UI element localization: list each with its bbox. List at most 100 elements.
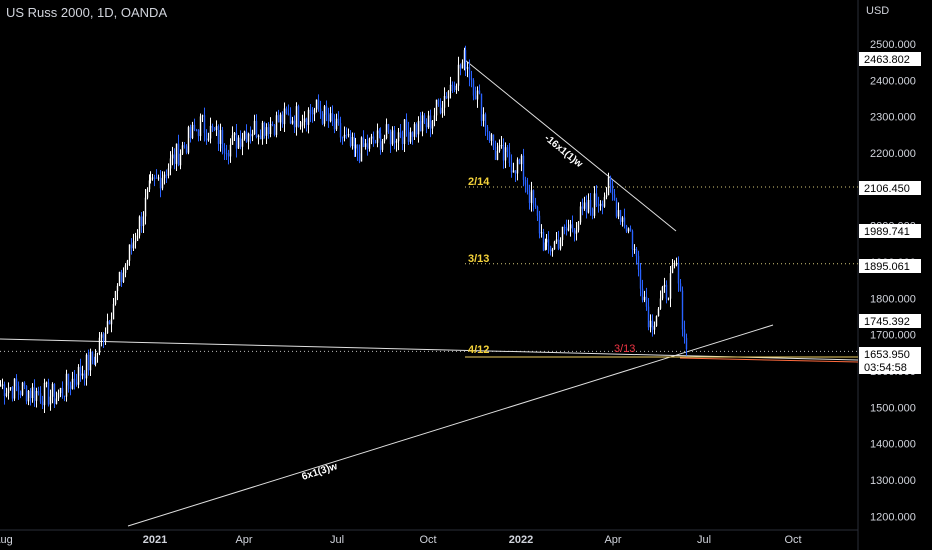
candle-body bbox=[433, 115, 436, 121]
candle-body bbox=[275, 115, 278, 135]
candle-body bbox=[423, 115, 426, 123]
candle-body bbox=[157, 177, 160, 179]
annotation-4-12: 4/12 bbox=[468, 344, 489, 356]
candle-body bbox=[112, 303, 115, 320]
candle-body bbox=[585, 202, 588, 213]
candle-body bbox=[480, 93, 483, 121]
y-tick-label: 1500.000 bbox=[870, 402, 916, 414]
candle-body bbox=[455, 85, 458, 90]
candle-body bbox=[391, 130, 394, 145]
candle-body bbox=[37, 390, 40, 394]
candle-body bbox=[297, 106, 300, 126]
candle-body bbox=[217, 126, 220, 144]
candle-body bbox=[120, 271, 123, 282]
candle-body bbox=[45, 382, 48, 384]
candle-body bbox=[311, 113, 314, 115]
candle-body bbox=[245, 131, 248, 142]
candle-body bbox=[91, 351, 94, 361]
candle-body bbox=[544, 242, 547, 251]
price-tag-text: 03:54:58 bbox=[864, 362, 907, 374]
candle-body bbox=[25, 386, 28, 402]
candle-body bbox=[351, 136, 354, 146]
candle-body bbox=[613, 194, 616, 201]
candle-body bbox=[661, 286, 664, 299]
candle-body bbox=[169, 158, 172, 169]
candle-body bbox=[225, 153, 228, 155]
candle-body bbox=[207, 138, 210, 141]
candle-body bbox=[502, 144, 505, 161]
candle-body bbox=[431, 120, 434, 129]
candle-body bbox=[303, 118, 306, 123]
candle-body bbox=[589, 199, 592, 209]
candle-body bbox=[153, 177, 156, 179]
candle-body bbox=[569, 224, 572, 229]
price-tag-text: 1653.950 bbox=[864, 349, 910, 361]
candle-body bbox=[126, 260, 129, 266]
candle-body bbox=[538, 215, 541, 234]
candle-body bbox=[305, 118, 308, 125]
candle-body bbox=[325, 106, 328, 115]
candle-body bbox=[555, 239, 558, 242]
candle-body bbox=[532, 190, 535, 205]
candle-body bbox=[329, 113, 332, 122]
candle-body bbox=[299, 125, 302, 127]
candle-body bbox=[567, 228, 570, 231]
price-tag-text: 1895.061 bbox=[864, 261, 910, 273]
candle-body bbox=[323, 106, 326, 124]
candle-body bbox=[104, 333, 107, 342]
candle-body bbox=[177, 143, 180, 166]
candle-body bbox=[595, 193, 598, 206]
candle-body bbox=[500, 144, 503, 146]
x-tick-label: Apr bbox=[604, 534, 621, 546]
candle-body bbox=[685, 338, 688, 350]
candle-body bbox=[241, 138, 244, 147]
y-tick-label: 2500.000 bbox=[870, 39, 916, 51]
candle-body bbox=[269, 124, 272, 135]
candle-body bbox=[235, 132, 238, 149]
candle-body bbox=[267, 127, 270, 135]
price-tag-bg bbox=[859, 360, 921, 374]
x-tick-label: 2021 bbox=[143, 534, 167, 546]
candle-body bbox=[530, 190, 533, 203]
candle-body bbox=[381, 141, 384, 150]
candle-body bbox=[368, 138, 371, 149]
candle-body bbox=[385, 124, 388, 139]
candle-body bbox=[155, 177, 158, 179]
candle-body bbox=[417, 120, 420, 135]
candle-body bbox=[63, 395, 66, 397]
candle-body bbox=[319, 108, 322, 114]
candle-body bbox=[187, 127, 190, 153]
candle-body bbox=[605, 195, 608, 198]
candle-body bbox=[425, 122, 428, 128]
candle-body bbox=[259, 135, 262, 140]
candle-body bbox=[247, 133, 250, 142]
candle-body bbox=[65, 373, 68, 397]
candle-body bbox=[597, 205, 600, 207]
candle-body bbox=[293, 120, 296, 128]
price-tag-bg bbox=[859, 314, 921, 328]
trendline-label-up: 6x1(3)w bbox=[301, 461, 339, 483]
candle-body bbox=[23, 382, 26, 387]
candle-body bbox=[563, 226, 566, 228]
candle-body bbox=[591, 208, 594, 216]
candles-group bbox=[0, 45, 688, 413]
candle-body bbox=[421, 115, 424, 132]
candle-body bbox=[553, 241, 556, 250]
candle-body bbox=[138, 216, 141, 236]
candle-body bbox=[55, 398, 58, 404]
candle-body bbox=[403, 119, 406, 144]
candle-body bbox=[518, 159, 521, 165]
annotation-3-13-red: 3/13 bbox=[614, 343, 635, 355]
price-tag-bg bbox=[859, 224, 921, 238]
candle-body bbox=[165, 174, 168, 176]
candle-body bbox=[11, 387, 14, 399]
candle-body bbox=[106, 321, 109, 334]
candle-body bbox=[405, 119, 408, 131]
candle-body bbox=[189, 127, 192, 139]
candle-body bbox=[213, 127, 216, 131]
candle-body bbox=[333, 121, 336, 130]
x-tick-label: Oct bbox=[784, 534, 801, 546]
y-tick-label: 1300.000 bbox=[870, 475, 916, 487]
trendline-down bbox=[464, 59, 677, 232]
